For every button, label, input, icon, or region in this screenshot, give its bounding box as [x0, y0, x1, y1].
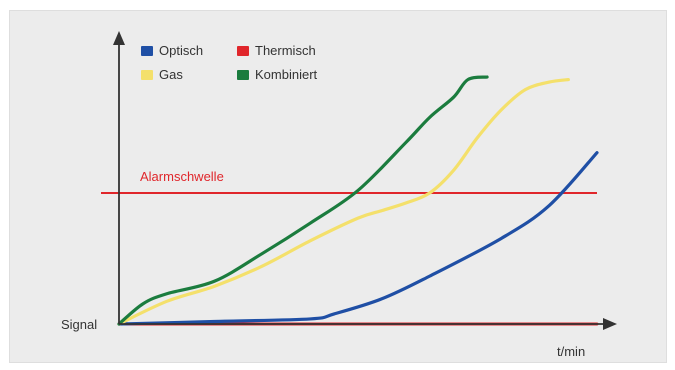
- alarm-threshold-label: Alarmschwelle: [140, 169, 224, 184]
- legend-label-kombiniert: Kombiniert: [255, 67, 318, 82]
- series-line-optisch: [117, 151, 599, 326]
- legend-label-optisch: Optisch: [159, 43, 203, 58]
- legend-swatch-optisch: [141, 46, 153, 56]
- x-axis-arrow: [603, 318, 617, 330]
- series-line-kombiniert: [117, 75, 489, 326]
- chart-legend: Optisch Thermisch Gas Kombiniert: [141, 43, 318, 82]
- y-axis-label: Signal: [61, 317, 97, 332]
- legend-swatch-kombiniert: [237, 70, 249, 80]
- legend-label-thermisch: Thermisch: [255, 43, 316, 58]
- legend-swatch-gas: [141, 70, 153, 80]
- y-axis-arrow: [113, 31, 125, 45]
- series-line-gas: [117, 77, 570, 326]
- legend-swatch-thermisch: [237, 46, 249, 56]
- legend-label-gas: Gas: [159, 67, 183, 82]
- chart-series-layer: [117, 75, 599, 326]
- x-axis-label: t/min: [557, 344, 585, 359]
